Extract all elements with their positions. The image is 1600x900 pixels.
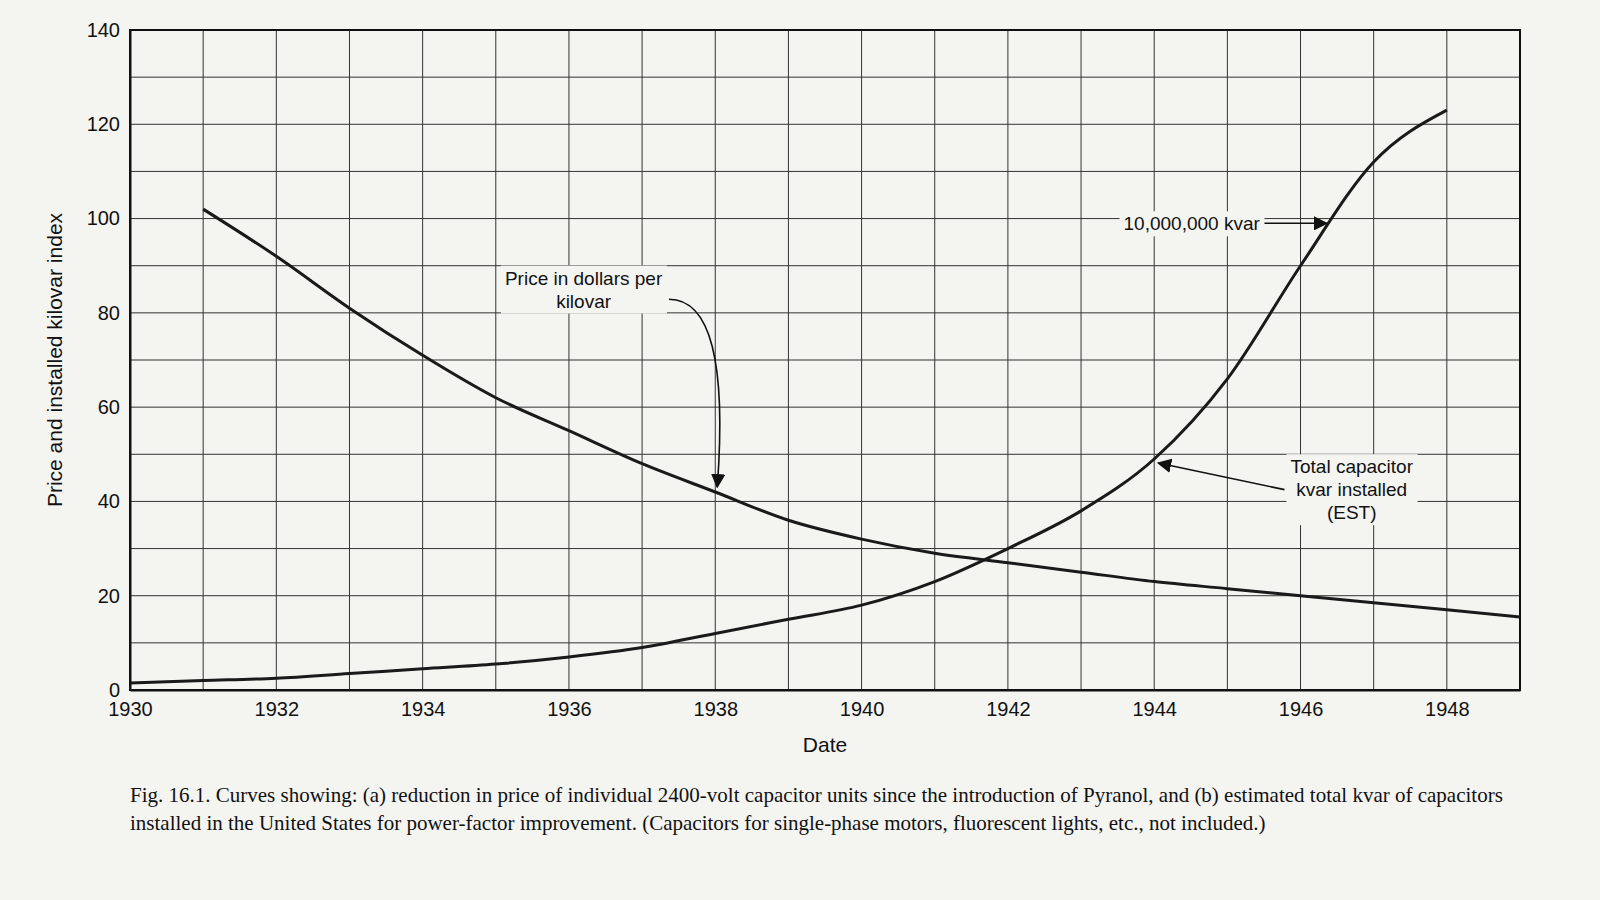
tick-label: 120 <box>87 113 120 135</box>
label-arrow <box>669 299 720 487</box>
grid <box>130 30 1520 690</box>
grid-line <box>130 690 1520 691</box>
label-arrow <box>1158 463 1284 490</box>
labels: Price in dollars perkilovar Total capacit… <box>501 211 1418 525</box>
chart: 1930 1932 1934 1936 1938 1940 1942 1944 1946 1948… <box>0 0 1600 900</box>
series-line <box>130 110 1447 683</box>
tick: 1940 <box>840 690 885 720</box>
grid-line <box>130 218 1520 219</box>
tick: 1948 <box>1425 690 1470 720</box>
tick-label: 1932 <box>255 698 300 720</box>
tick-label: 80 <box>98 302 120 324</box>
tick: 80 <box>98 302 130 324</box>
series-label: Price in dollars perkilovar <box>505 268 663 312</box>
grid-line <box>130 312 1520 313</box>
tick-label: 20 <box>98 585 120 607</box>
x-axis-title: Date <box>803 733 847 756</box>
annotation: 10,000,000 kvar <box>1124 213 1261 234</box>
tick: 0 <box>109 679 130 701</box>
tick: 60 <box>98 396 130 418</box>
tick-label: 1946 <box>1279 698 1324 720</box>
tick: 1932 <box>255 690 300 720</box>
axis-line <box>130 31 132 691</box>
label-background <box>1286 454 1417 525</box>
tick-label: 1930 <box>108 698 153 720</box>
tick: 20 <box>98 585 130 607</box>
tick: 40 <box>98 490 130 512</box>
series-line <box>203 209 1520 617</box>
grid-line <box>130 407 1520 408</box>
tick-label: 1948 <box>1425 698 1470 720</box>
tick: 120 <box>87 113 130 135</box>
tick-label: 100 <box>87 207 120 229</box>
minor-grid-line <box>130 171 1520 172</box>
minor-grid-line <box>130 548 1520 549</box>
caption: Fig. 16.1. Curves showing: (a) reduction… <box>130 783 1503 835</box>
grid-line <box>130 30 131 690</box>
tick-label: 1934 <box>401 698 446 720</box>
y-axis: 0 20 40 60 80 100 120 140 <box>87 19 131 701</box>
minor-grid-line <box>130 642 1520 643</box>
tick-label: 1936 <box>547 698 592 720</box>
tick-label: 60 <box>98 396 120 418</box>
arrows <box>669 223 1327 489</box>
label-background <box>501 266 667 314</box>
tick: 1942 <box>986 690 1031 720</box>
tick: 1938 <box>694 690 739 720</box>
tick: 1936 <box>547 690 592 720</box>
minor-grid-line <box>130 265 1520 266</box>
tick-label: 1940 <box>840 698 885 720</box>
tick-label: 1942 <box>986 698 1031 720</box>
annotation-arrow <box>1264 222 1326 224</box>
axis-line <box>131 690 1521 692</box>
tick: 1934 <box>401 690 446 720</box>
x-axis: 1930 1932 1934 1936 1938 1940 1942 1944 1946 1948 <box>108 690 1520 720</box>
tick-label: 140 <box>87 19 120 41</box>
minor-grid-line <box>130 77 1520 78</box>
tick-label: 0 <box>109 679 120 701</box>
tick: 1946 <box>1279 690 1324 720</box>
annotation-background <box>1120 211 1265 236</box>
tick: 140 <box>87 19 130 41</box>
tick-label: 1944 <box>1132 698 1177 720</box>
y-axis-title: Price and installed kilovar index <box>43 212 66 507</box>
series-label: Total capacitorkvar installed(EST) <box>1290 456 1413 523</box>
plot-frame <box>130 30 1520 690</box>
tick-label: 1938 <box>694 698 739 720</box>
tick: 1944 <box>1132 690 1177 720</box>
minor-grid-line <box>130 360 1520 361</box>
tick: 100 <box>87 207 130 229</box>
series-group <box>130 110 1520 683</box>
tick-label: 40 <box>98 490 120 512</box>
grid-line <box>130 124 1520 125</box>
